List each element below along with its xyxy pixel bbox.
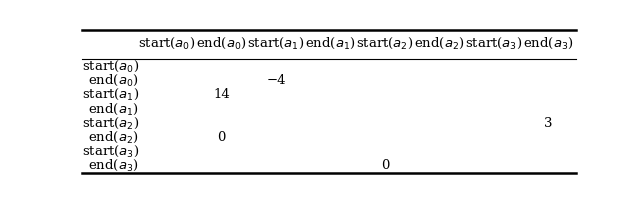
Text: end($a_2$): end($a_2$)	[414, 35, 465, 51]
Text: start($a_2$): start($a_2$)	[83, 116, 140, 131]
Text: start($a_1$): start($a_1$)	[247, 35, 305, 51]
Text: start($a_1$): start($a_1$)	[83, 87, 140, 102]
Text: 14: 14	[213, 88, 230, 101]
Text: −4: −4	[266, 74, 285, 87]
Text: end($a_2$): end($a_2$)	[88, 130, 139, 145]
Text: end($a_0$): end($a_0$)	[88, 73, 139, 88]
Text: 0: 0	[381, 159, 389, 172]
Text: end($a_0$): end($a_0$)	[196, 35, 246, 51]
Text: end($a_1$): end($a_1$)	[305, 35, 356, 51]
Text: start($a_0$): start($a_0$)	[83, 59, 140, 74]
Text: end($a_1$): end($a_1$)	[88, 101, 139, 117]
Text: start($a_3$): start($a_3$)	[83, 144, 140, 159]
Text: end($a_3$): end($a_3$)	[524, 35, 574, 51]
Text: 3: 3	[545, 117, 553, 130]
Text: start($a_3$): start($a_3$)	[465, 35, 523, 51]
Text: end($a_3$): end($a_3$)	[88, 158, 139, 173]
Text: 0: 0	[217, 131, 225, 144]
Text: start($a_2$): start($a_2$)	[356, 35, 413, 51]
Text: start($a_0$): start($a_0$)	[138, 35, 195, 51]
